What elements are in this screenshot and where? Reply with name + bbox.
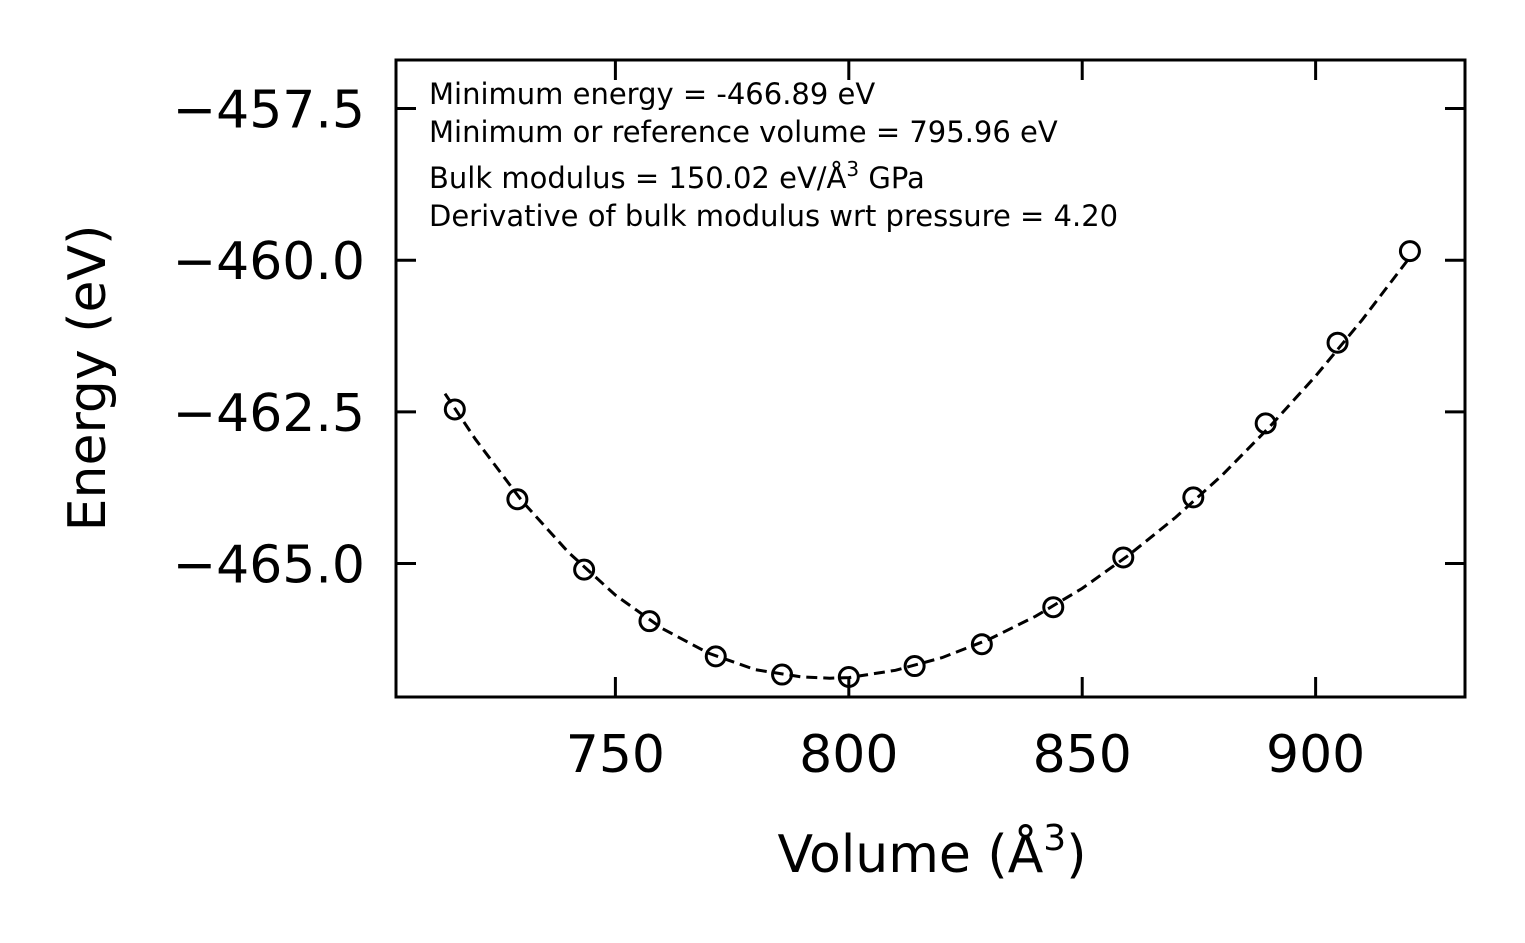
- data-point: [771, 663, 794, 686]
- data-point: [1182, 486, 1205, 509]
- x-tick-label: 850: [1033, 725, 1132, 785]
- x-tick-label: 800: [799, 725, 898, 785]
- y-tick-label: −460.0: [173, 232, 365, 292]
- data-point: [1398, 240, 1421, 263]
- data-point: [1254, 412, 1277, 435]
- data-point: [506, 488, 529, 511]
- data-point: [1042, 596, 1065, 619]
- data-point: [970, 633, 993, 656]
- x-axis-label: Volume (Å3): [778, 818, 1087, 885]
- y-axis-label: Energy (eV): [58, 225, 118, 532]
- plot-area: [394, 58, 1467, 699]
- annotation-min-volume: Minimum or reference volume = 795.96 eV: [429, 115, 1058, 149]
- data-point: [704, 645, 727, 668]
- x-axis-label-text: Volume (Å: [778, 823, 1044, 885]
- annotation-bulk-modulus-sup: 3: [846, 157, 859, 181]
- annotation-bulk-modulus: Bulk modulus = 150.02 eV/Å3 GPa: [429, 157, 925, 195]
- y-axis-ticks: −457.5 −460.0 −462.5 −465.0: [173, 81, 1465, 596]
- x-tick-label: 750: [566, 725, 665, 785]
- y-tick-label: −465.0: [173, 536, 365, 596]
- annotation-min-energy: Minimum energy = -466.89 eV: [429, 77, 875, 111]
- data-point: [638, 610, 661, 633]
- x-axis-label-sup: 3: [1043, 818, 1066, 859]
- data-point: [443, 398, 466, 421]
- fit-line: [443, 256, 1412, 680]
- x-axis-label-tail: ): [1066, 825, 1086, 885]
- annotation-bulk-modulus-text: Bulk modulus = 150.02 eV/Å: [429, 161, 847, 195]
- data-point: [903, 655, 926, 678]
- data-points: [443, 240, 1421, 688]
- data-point: [1112, 546, 1135, 569]
- annotation-bulk-modulus-derivative: Derivative of bulk modulus wrt pressure …: [429, 199, 1118, 233]
- x-axis-ticks: 750 800 850 900: [566, 60, 1365, 785]
- x-tick-label: 900: [1266, 725, 1365, 785]
- data-point: [573, 558, 596, 581]
- annotation-bulk-modulus-tail: GPa: [859, 161, 925, 195]
- y-tick-label: −462.5: [173, 384, 365, 444]
- y-tick-label: −457.5: [173, 81, 365, 141]
- data-point: [837, 665, 860, 688]
- fit-curve: [443, 256, 1412, 680]
- data-point: [1326, 331, 1349, 354]
